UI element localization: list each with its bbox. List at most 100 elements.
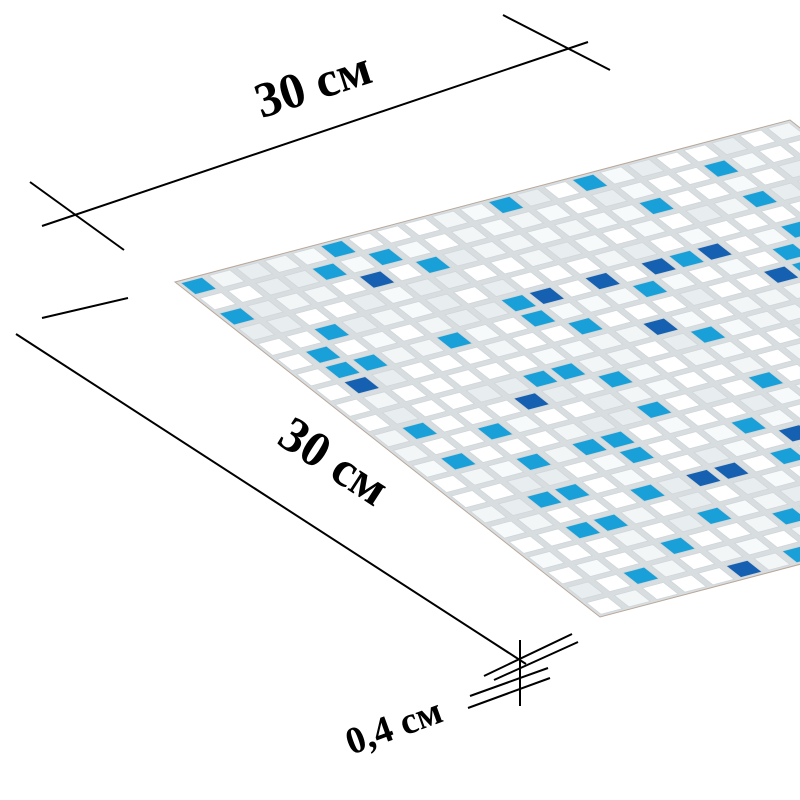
tile: [480, 278, 519, 297]
tile: [622, 302, 661, 321]
tile: [641, 581, 680, 600]
tile: [274, 292, 313, 311]
tile: [426, 354, 465, 373]
width-line: [41, 41, 589, 227]
tile: [461, 263, 500, 282]
tile: [596, 370, 635, 389]
tile: [474, 361, 512, 380]
tile: [753, 288, 792, 307]
tile: [575, 294, 613, 313]
tile: [779, 485, 800, 503]
tile: [667, 514, 705, 533]
tile: [786, 139, 800, 155]
tile: [609, 468, 648, 487]
tile: [723, 235, 762, 254]
tile: [351, 353, 390, 372]
tile: [332, 338, 370, 357]
tile: [648, 234, 687, 253]
tile: [448, 429, 486, 448]
tile: [770, 243, 800, 262]
tile: [701, 423, 740, 442]
tile: [512, 392, 551, 411]
tile: [536, 528, 574, 547]
tile: [789, 525, 800, 537]
tile: [631, 279, 669, 298]
tile: [456, 407, 495, 426]
tile: [605, 347, 643, 366]
tile: [430, 474, 469, 493]
tile: [617, 445, 656, 464]
tile: [715, 257, 753, 276]
tile: [654, 415, 693, 434]
tile: [655, 151, 693, 170]
tile: [602, 551, 641, 570]
tile: [790, 261, 800, 272]
tile: [706, 280, 745, 299]
tile: [757, 409, 796, 428]
tile: [207, 269, 246, 288]
tile: [293, 307, 332, 326]
tile: [420, 437, 458, 456]
tile: [675, 491, 714, 510]
tile: [766, 122, 800, 141]
tile: [785, 403, 800, 419]
tile: [611, 528, 650, 547]
tile: [603, 287, 641, 306]
tile: [571, 173, 609, 192]
tile: [685, 204, 723, 223]
tile: [433, 271, 472, 290]
tile: [544, 505, 583, 524]
tile: [601, 226, 639, 245]
tile: [450, 225, 489, 244]
tile: [500, 294, 538, 313]
width-tick: [29, 181, 125, 251]
tile: [497, 497, 536, 516]
tile: [710, 137, 749, 156]
tile: [534, 203, 573, 222]
tile: [338, 255, 377, 274]
thickness-line: [467, 677, 551, 709]
tile: [764, 326, 800, 345]
tile: [613, 589, 652, 608]
tile: [781, 281, 800, 299]
tile: [626, 423, 665, 442]
length-tick: [483, 633, 573, 677]
tile: [428, 414, 467, 433]
tile: [568, 377, 607, 396]
tile: [717, 318, 755, 337]
tile: [543, 181, 581, 200]
tile: [598, 430, 637, 449]
tile: [740, 454, 779, 473]
tile: [534, 468, 572, 487]
tile: [227, 284, 265, 303]
tile: [585, 596, 624, 615]
tile: [489, 256, 528, 275]
tile: [416, 316, 454, 335]
tile: [723, 499, 761, 518]
tile: [547, 302, 585, 321]
tile: [521, 369, 560, 388]
tile: [794, 383, 800, 390]
tile: [334, 398, 373, 417]
tile: [738, 129, 777, 148]
tile: [736, 333, 775, 352]
tile: [493, 377, 532, 396]
tile: [381, 406, 420, 425]
tile: [435, 331, 474, 350]
tile: [639, 257, 678, 276]
tile: [407, 338, 446, 357]
tile: [691, 386, 729, 405]
tile: [491, 316, 530, 335]
tile: [368, 308, 407, 327]
tile: [450, 490, 488, 509]
tile: [519, 309, 558, 328]
tile: [508, 535, 546, 554]
tile: [678, 287, 717, 306]
tile: [712, 197, 751, 216]
tile: [721, 174, 760, 193]
tile: [628, 483, 667, 502]
tile: [677, 552, 716, 571]
tile: [590, 189, 629, 208]
tile: [285, 330, 323, 349]
